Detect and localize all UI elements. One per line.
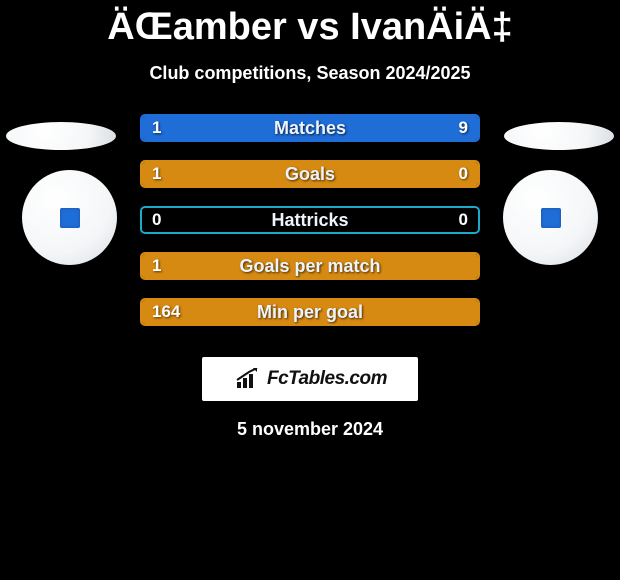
stat-value-left: 1 [152, 164, 161, 184]
player-right-badge [541, 208, 561, 228]
stat-rows: 1 Matches 9 1 Goals 0 0 Hattricks 0 1 Goals per ma… [140, 114, 480, 344]
player-right-flag [504, 122, 614, 150]
fctables-logo-icon [233, 368, 261, 390]
comparison-arena: 1 Matches 9 1 Goals 0 0 Hattricks 0 1 Goals per ma… [0, 114, 620, 349]
stat-value-left: 1 [152, 256, 161, 276]
brand-badge[interactable]: FcTables.com [202, 357, 418, 401]
stat-fill-left [142, 162, 404, 186]
brand-text: FcTables.com [267, 368, 387, 390]
stat-row: 0 Hattricks 0 [140, 206, 480, 234]
subtitle: Club competitions, Season 2024/2025 [0, 63, 620, 84]
player-left-avatar [22, 170, 117, 265]
stat-value-right: 0 [459, 164, 468, 184]
stat-value-right: 9 [459, 118, 468, 138]
stat-value-left: 1 [152, 118, 161, 138]
player-right-avatar [503, 170, 598, 265]
stat-metric-label: Matches [274, 118, 346, 139]
stat-row: 1 Goals 0 [140, 160, 480, 188]
stat-row: 164 Min per goal [140, 298, 480, 326]
stat-metric-label: Min per goal [257, 302, 363, 323]
player-left-flag [6, 122, 116, 150]
stat-row: 1 Matches 9 [140, 114, 480, 142]
stat-metric-label: Hattricks [271, 210, 348, 231]
stat-row: 1 Goals per match [140, 252, 480, 280]
stat-value-right: 0 [459, 210, 468, 230]
stat-metric-label: Goals [285, 164, 335, 185]
stat-value-left: 164 [152, 302, 180, 322]
date: 5 november 2024 [0, 419, 620, 440]
stat-value-left: 0 [152, 210, 161, 230]
player-left-badge [60, 208, 80, 228]
stat-metric-label: Goals per match [239, 256, 380, 277]
page-title: ÄŒamber vs IvanÄiÄ‡ [0, 6, 620, 49]
